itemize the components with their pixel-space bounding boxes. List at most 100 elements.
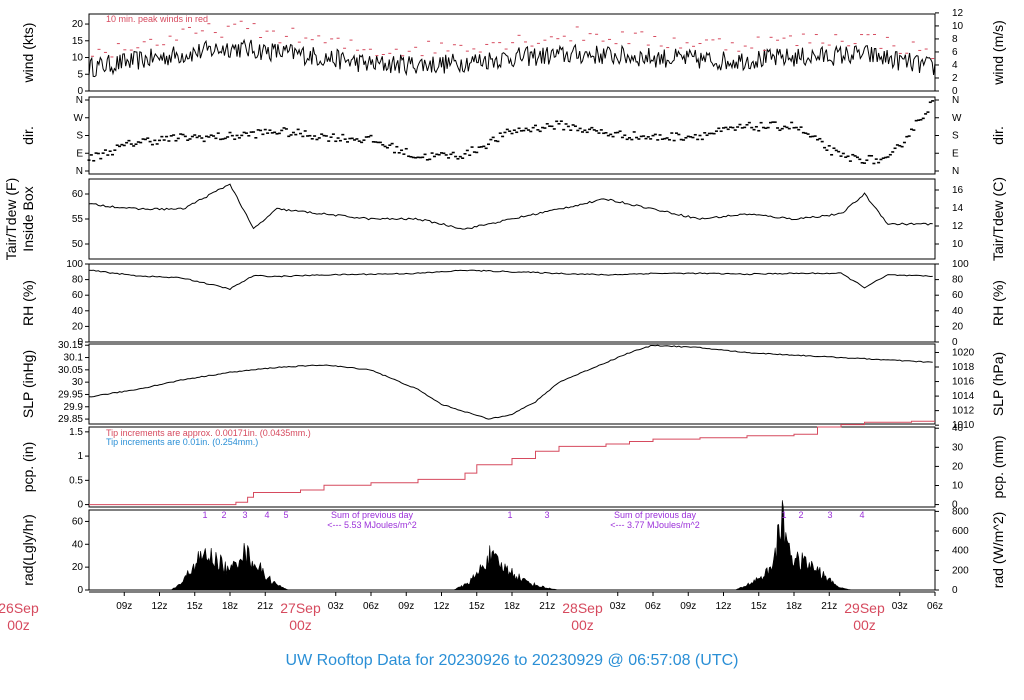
x-tick-label: 18z xyxy=(222,601,238,612)
wind-annotation: 10 min. peak winds in red xyxy=(106,14,208,24)
panel-6: 0 0.5 1 1.5 0 10 20 30 40 pcp. (in) pcp. (mm) Tip i… xyxy=(20,420,1006,511)
y-tick-label-right: 20 xyxy=(952,461,964,472)
y-tick-label-right: 6 xyxy=(952,47,958,58)
y-tick-label-right: 8 xyxy=(952,34,958,45)
y-tick-label-right: 12 xyxy=(952,221,964,232)
y-tick-label-right: 1016 xyxy=(952,377,975,388)
y-tick-label-left: S xyxy=(76,131,83,142)
y-tick-label-left: 30.1 xyxy=(64,353,84,364)
radiation-marker: 4 xyxy=(264,510,269,520)
y-tick-label-right: W xyxy=(952,113,962,124)
y-axis-title-left: pcp. (in) xyxy=(20,442,36,493)
x-tick-label: 09z xyxy=(116,601,132,612)
radiation-marker: 3 xyxy=(242,510,247,520)
y-tick-label-left: W xyxy=(74,113,84,124)
day-label-date: 26Sep xyxy=(0,600,39,616)
y-tick-label-left: 1 xyxy=(77,451,83,462)
y-tick-label-right: N xyxy=(952,95,959,106)
x-tick-label: 03z xyxy=(328,601,344,612)
x-tick-label: 06z xyxy=(363,601,379,612)
y-tick-label-right: 10 xyxy=(952,239,964,250)
day-label-time: 00z xyxy=(571,617,594,633)
y-tick-label-left: 20 xyxy=(72,562,84,573)
y-tick-label-left: 55 xyxy=(72,214,84,225)
y-tick-label-left: 50 xyxy=(72,239,84,250)
sum-label-2: Sum of previous day xyxy=(614,510,697,520)
y-axis-title-left-1: Tair/Tdew (F) xyxy=(3,178,19,260)
y-tick-label-right: N xyxy=(952,166,959,177)
radiation-marker: 2 xyxy=(798,510,803,520)
y-tick-label-left: 0.5 xyxy=(69,475,83,486)
y-tick-label-left: 29.95 xyxy=(58,389,83,400)
x-axis: 09z 12z 15z 18z 21z 03z 06z 09z 12z 15z 18z 21z 03z 0… xyxy=(0,591,943,633)
panel-frame xyxy=(88,426,936,508)
radiation-marker: 4 xyxy=(859,510,864,520)
y-tick-label-left: 0 xyxy=(77,500,83,511)
x-tick-label: 12z xyxy=(433,601,449,612)
pcp-annotation-2: Tip increments are 0.01in. (0.254mm.) xyxy=(106,437,258,447)
y-axis-title-left: dir. xyxy=(20,126,36,145)
x-tick-label: 15z xyxy=(469,601,485,612)
y-tick-label-left: 29.9 xyxy=(64,402,84,413)
wind-series xyxy=(88,38,936,78)
y-axis-title-left: wind (kts) xyxy=(20,23,36,84)
day-label-date: 27Sep xyxy=(280,600,321,616)
radiation-marker: 3 xyxy=(827,510,832,520)
y-tick-label-right: 0 xyxy=(952,86,958,97)
x-tick-label: 06z xyxy=(927,601,943,612)
y-tick-label-right: 1010 xyxy=(952,420,975,431)
pcp-annotation-1: Tip increments are approx. 0.00171in. (0… xyxy=(106,428,311,438)
y-tick-label-right: 60 xyxy=(952,290,964,301)
x-tick-label: 21z xyxy=(821,601,837,612)
x-tick-label: 15z xyxy=(187,601,203,612)
y-axis-title-right: SLP (hPa) xyxy=(990,352,1006,416)
sum-value-1: <--- 5.53 MJoules/m^2 xyxy=(327,520,417,530)
radiation-block-3 xyxy=(735,500,853,591)
x-tick-label: 06z xyxy=(645,601,661,612)
y-tick-label-right: 2 xyxy=(952,73,958,84)
panel-frame xyxy=(88,96,936,175)
y-tick-label-right: 12 xyxy=(952,8,964,19)
y-tick-label-right: 600 xyxy=(952,526,969,537)
x-tick-label: 15z xyxy=(751,601,767,612)
y-tick-label-left: 1.5 xyxy=(69,427,83,438)
y-tick-label-right: 40 xyxy=(952,306,964,317)
sum-value-2: <--- 3.77 MJoules/m^2 xyxy=(610,520,700,530)
radiation-marker: 1 xyxy=(202,510,207,520)
y-tick-label-left: 0 xyxy=(77,585,83,596)
y-tick-label-left: 5 xyxy=(77,69,83,80)
y-tick-label-left: 0 xyxy=(77,86,83,97)
y-tick-label-right: 10 xyxy=(952,21,964,32)
y-tick-label-right: 200 xyxy=(952,565,969,576)
y-tick-label-right: 16 xyxy=(952,185,964,196)
y-tick-label-right: 0 xyxy=(952,500,958,511)
y-axis-title-left-2: Inside Box xyxy=(20,186,36,251)
y-axis-title-right: wind (m/s) xyxy=(990,20,1006,86)
x-tick-label: 03z xyxy=(610,601,626,612)
y-tick-label-right: 100 xyxy=(952,259,969,270)
day-label-date: 29Sep xyxy=(844,600,885,616)
y-tick-label-right: 40 xyxy=(952,423,964,434)
y-tick-label-right: 0 xyxy=(952,585,958,596)
y-tick-label-left: 80 xyxy=(72,275,84,286)
y-tick-label-right: 1014 xyxy=(952,391,975,402)
y-tick-label-left: 60 xyxy=(72,290,84,301)
y-tick-label-right: 20 xyxy=(952,321,964,332)
radiation-marker: 3 xyxy=(544,510,549,520)
y-tick-label-right: S xyxy=(952,131,959,142)
radiation-marker: 1 xyxy=(781,510,786,520)
y-tick-label-right: 1020 xyxy=(952,347,975,358)
radiation-block-2 xyxy=(453,545,571,591)
day-label-date: 28Sep xyxy=(562,600,603,616)
y-axis-title-right: rad (W/m^2) xyxy=(990,512,1006,589)
y-tick-label-right: 1018 xyxy=(952,362,975,373)
y-tick-label-left: 40 xyxy=(72,306,84,317)
y-tick-label-left: 100 xyxy=(66,259,83,270)
y-axis-title-right: RH (%) xyxy=(990,280,1006,326)
RH-series xyxy=(88,269,933,291)
y-tick-label-left: 15 xyxy=(72,36,84,47)
x-tick-label: 18z xyxy=(504,601,520,612)
panel-1: 0 5 10 15 20 0 2 4 6 8 10 12 wind (kts) wind (m/s) 10 … xyxy=(20,8,1006,97)
